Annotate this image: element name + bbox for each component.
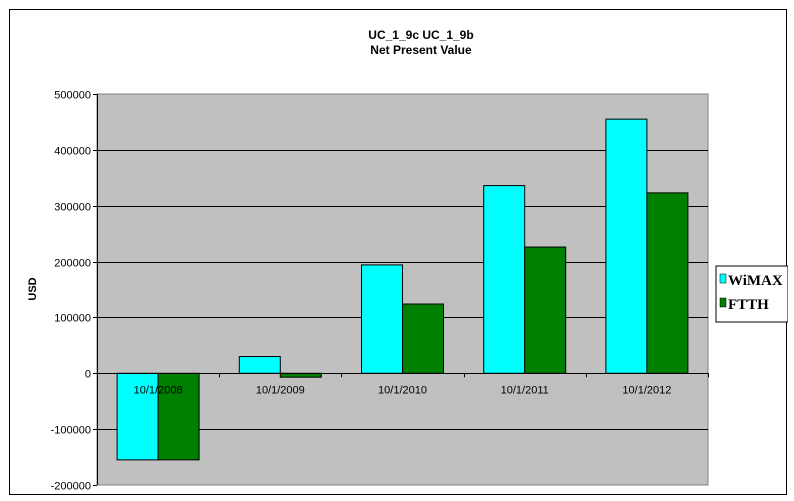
bar-wimax-3 [483,185,526,374]
legend-label-ftth: FTTH [728,297,769,313]
y-tick-label: 500000 [54,90,91,102]
x-tick-label: 10/1/2010 [378,384,427,396]
bar-wimax-4 [605,118,648,374]
plot-area: -200000 -100000 0 100000 200000 300000 400000 5… [51,90,709,493]
y-axis-label: USD [27,277,39,300]
bar-ftth-4 [646,192,689,374]
y-tick-label: 400000 [54,146,91,158]
chart-title: UC_1_9c UC_1_9b [368,28,473,42]
y-tick-label: 0 [85,369,91,381]
bar-wimax-2 [361,264,403,374]
x-tick-label: 10/1/2011 [501,384,549,396]
bar-ftth-3 [524,246,567,374]
x-tick-label: 10/1/2008 [134,384,183,396]
y-tick-label: 200000 [54,258,91,270]
y-tick-label: -200000 [51,481,91,493]
legend: WiMAX FTTH [715,265,788,323]
legend-label-wimax: WiMAX [728,273,783,289]
y-tick-label: 300000 [54,202,91,214]
y-tick-label: -100000 [51,425,91,437]
bar-ftth-2 [402,303,444,374]
x-tick-label: 10/1/2012 [622,384,671,396]
x-tick-label: 10/1/2009 [256,384,305,396]
y-tick-label: 100000 [54,313,91,325]
chart: UC_1_9c UC_1_9b Net Present Value USD -2… [27,28,788,493]
legend-swatch-ftth [719,297,727,308]
bar-ftth-0 [157,372,200,461]
legend-swatch-wimax [719,273,727,284]
bar-wimax-1 [238,356,281,374]
chart-subtitle: Net Present Value [370,43,472,57]
chart-frame: UC_1_9c UC_1_9b Net Present Value USD -2… [9,9,788,495]
legend-box [715,265,788,323]
